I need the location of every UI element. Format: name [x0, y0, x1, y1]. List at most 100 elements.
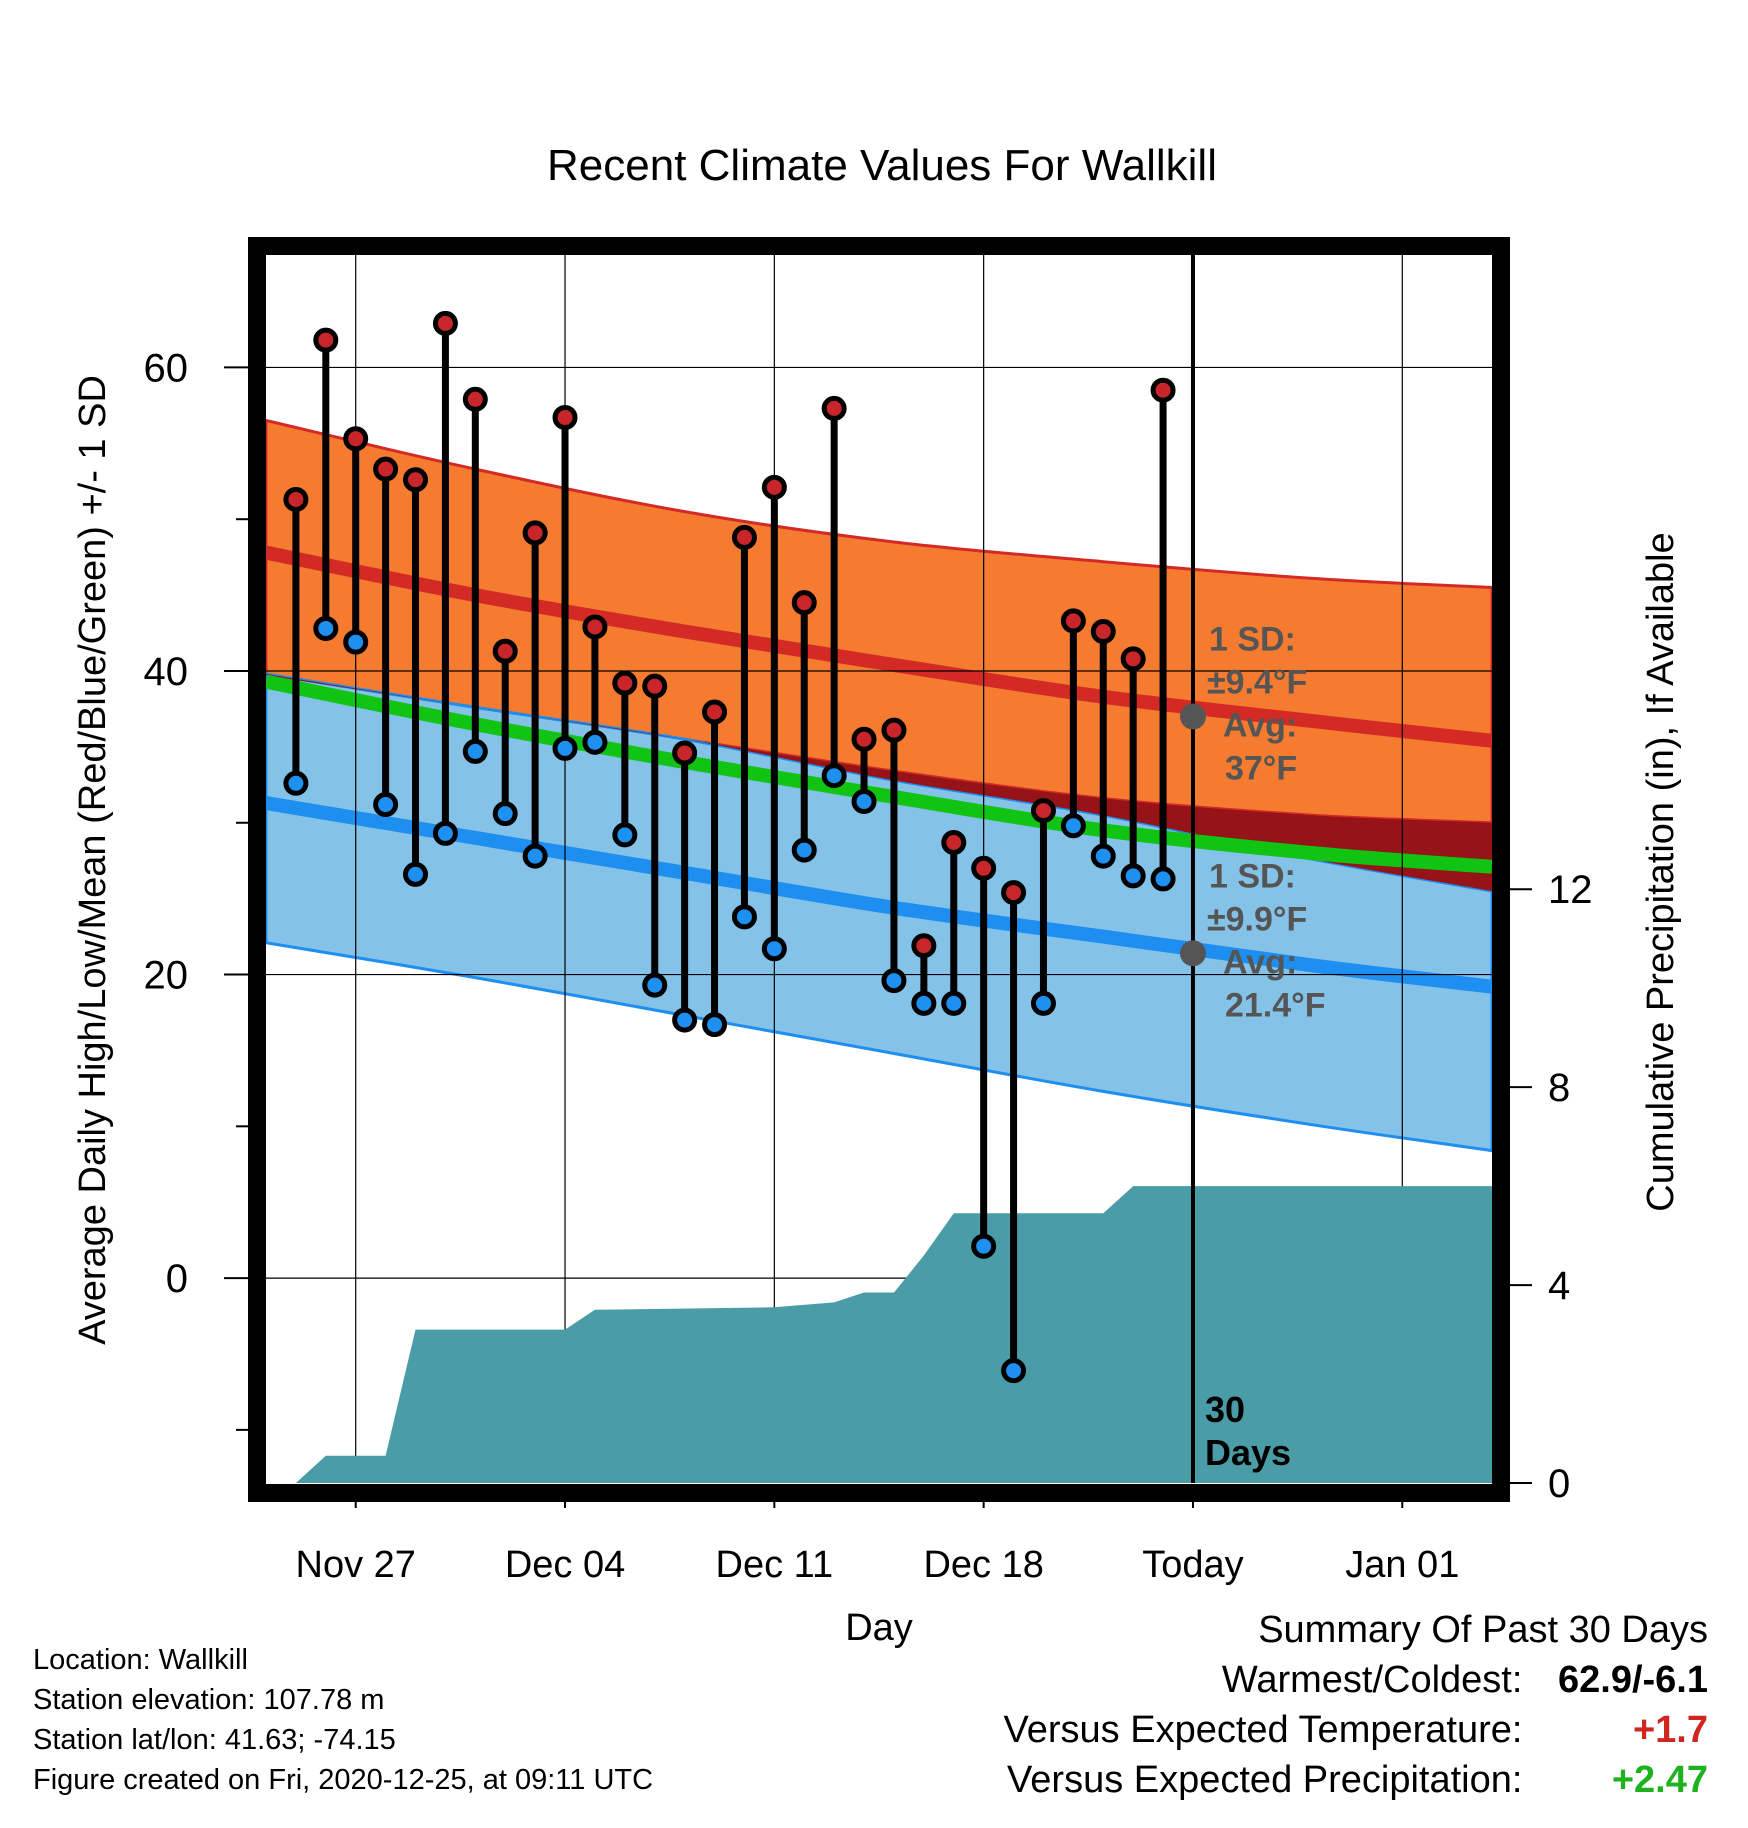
y-axis-label: Average Daily High/Low/Mean (Red/Blue/Gr…	[72, 375, 114, 1345]
plot-frame	[248, 237, 1510, 1502]
daily-high-marker	[492, 638, 518, 664]
daily-low-marker	[761, 936, 787, 962]
daily-low-marker	[731, 904, 757, 930]
station-info: Location: Wallkill Station elevation: 10…	[33, 1640, 653, 1800]
daily-high-marker	[702, 699, 728, 725]
normal-annotation-text: 1 SD:	[1209, 621, 1296, 659]
daily-low-marker	[672, 1007, 698, 1033]
y2-tick-label: 0	[1548, 1462, 1570, 1506]
x-tick-label: Dec 11	[716, 1544, 834, 1586]
precipitation-row: Versus Expected Precipitation: +2.47	[1004, 1755, 1708, 1805]
daily-high-marker	[1120, 646, 1146, 672]
daily-low-marker	[552, 735, 578, 761]
warmest-coldest-value: 62.9/-6.1	[1558, 1659, 1708, 1701]
daily-low-marker	[1060, 813, 1086, 839]
daily-high-marker	[522, 520, 548, 546]
daily-high-marker	[731, 524, 757, 550]
y2-tick-label: 4	[1548, 1264, 1570, 1308]
y2-axis-label: Cumulative Precipitation (in), If Availa…	[1640, 532, 1682, 1211]
x-axis-label: Day	[845, 1607, 913, 1649]
daily-high-marker	[1090, 619, 1116, 645]
daily-high-marker	[1150, 377, 1176, 403]
daily-low-marker	[791, 837, 817, 863]
created-text: Figure created on Fri, 2020-12-25, at 09…	[33, 1764, 654, 1796]
daily-low-marker	[851, 789, 877, 815]
daily-high-marker	[791, 590, 817, 616]
daily-low-marker	[971, 1233, 997, 1259]
x-tick-label: Today	[1142, 1544, 1243, 1586]
normal-annotation-text: 37°F	[1225, 750, 1297, 788]
y-tick-label: 20	[144, 954, 189, 998]
y-tick-label: 0	[166, 1257, 188, 1301]
daily-low-marker	[373, 792, 399, 818]
daily-high-marker	[462, 386, 488, 412]
daily-high-marker	[941, 829, 967, 855]
today-window-label-line: Days	[1205, 1432, 1291, 1473]
daily-high-marker	[851, 726, 877, 752]
daily-low-marker	[403, 861, 429, 887]
daily-high-marker	[432, 310, 458, 336]
daily-high-marker	[552, 405, 578, 431]
daily-high-marker	[403, 467, 429, 493]
y-tick-label: 40	[144, 650, 189, 694]
normal-annotation-text: ±9.9°F	[1207, 900, 1307, 938]
location-text: Location: Wallkill	[33, 1644, 248, 1676]
daily-low-marker	[283, 770, 309, 796]
daily-high-marker	[373, 456, 399, 482]
daily-high-marker	[672, 740, 698, 766]
daily-high-marker	[582, 614, 608, 640]
daily-high-marker	[761, 474, 787, 500]
daily-low-marker	[343, 629, 369, 655]
daily-low-marker	[821, 763, 847, 789]
today-window-label: 30 Days	[1205, 1389, 1291, 1473]
temperature-value: +1.7	[1632, 1709, 1708, 1751]
summary-panel: Summary Of Past 30 Days Warmest/Coldest:…	[1004, 1605, 1708, 1805]
daily-high-marker	[343, 426, 369, 452]
today-window-label-line: 30	[1205, 1389, 1245, 1430]
y2-tick-label: 8	[1548, 1066, 1570, 1110]
normal-average-marker	[1179, 703, 1206, 730]
summary-title: Summary Of Past 30 Days	[1258, 1609, 1708, 1651]
daily-high-marker	[1001, 880, 1027, 906]
daily-high-marker	[881, 717, 907, 743]
daily-low-marker	[911, 990, 937, 1016]
cumulative-precipitation-area	[266, 1186, 1492, 1483]
daily-high-marker	[612, 670, 638, 696]
x-tick-label: Dec 04	[505, 1544, 625, 1586]
x-tick-label: Dec 18	[923, 1544, 1043, 1586]
daily-low-marker	[492, 801, 518, 827]
band-overlap	[266, 674, 1492, 892]
y-tick-label: 60	[144, 346, 189, 390]
precipitation-value: +2.47	[1611, 1759, 1708, 1801]
elevation-text: Station elevation: 107.78 m	[33, 1684, 385, 1716]
temperature-label: Versus Expected Temperature:	[1003, 1709, 1523, 1751]
daily-low-marker	[522, 843, 548, 869]
chart-title: Recent Climate Values For Wallkill	[547, 141, 1217, 190]
daily-high-marker	[283, 486, 309, 512]
temperature-row: Versus Expected Temperature: +1.7	[1004, 1705, 1708, 1755]
daily-low-marker	[941, 990, 967, 1016]
daily-low-marker	[582, 729, 608, 755]
daily-low-marker	[313, 615, 339, 641]
precipitation-label: Versus Expected Precipitation:	[1007, 1759, 1523, 1801]
warmest-coldest-label: Warmest/Coldest:	[1221, 1659, 1523, 1701]
daily-low-marker	[702, 1012, 728, 1038]
daily-low-marker	[1120, 863, 1146, 889]
warmest-coldest-row: Warmest/Coldest: 62.9/-6.1	[1004, 1655, 1708, 1705]
daily-low-marker	[1001, 1358, 1027, 1384]
daily-low-marker	[1030, 990, 1056, 1016]
daily-low-marker	[462, 738, 488, 764]
daily-high-marker	[971, 855, 997, 881]
y2-tick-label: 12	[1548, 868, 1593, 912]
daily-low-marker	[642, 972, 668, 998]
daily-low-marker	[1150, 866, 1176, 892]
daily-high-marker	[911, 933, 937, 959]
normal-average-marker	[1179, 940, 1206, 967]
normal-annotation-text: Avg:	[1223, 707, 1297, 745]
daily-high-marker	[1030, 798, 1056, 824]
daily-low-marker	[612, 822, 638, 848]
latlon-text: Station lat/lon: 41.63; -74.15	[33, 1724, 396, 1756]
daily-high-marker	[1060, 608, 1086, 634]
normal-annotation-text: Avg:	[1223, 943, 1297, 981]
normal-annotation-text: 21.4°F	[1225, 986, 1326, 1024]
